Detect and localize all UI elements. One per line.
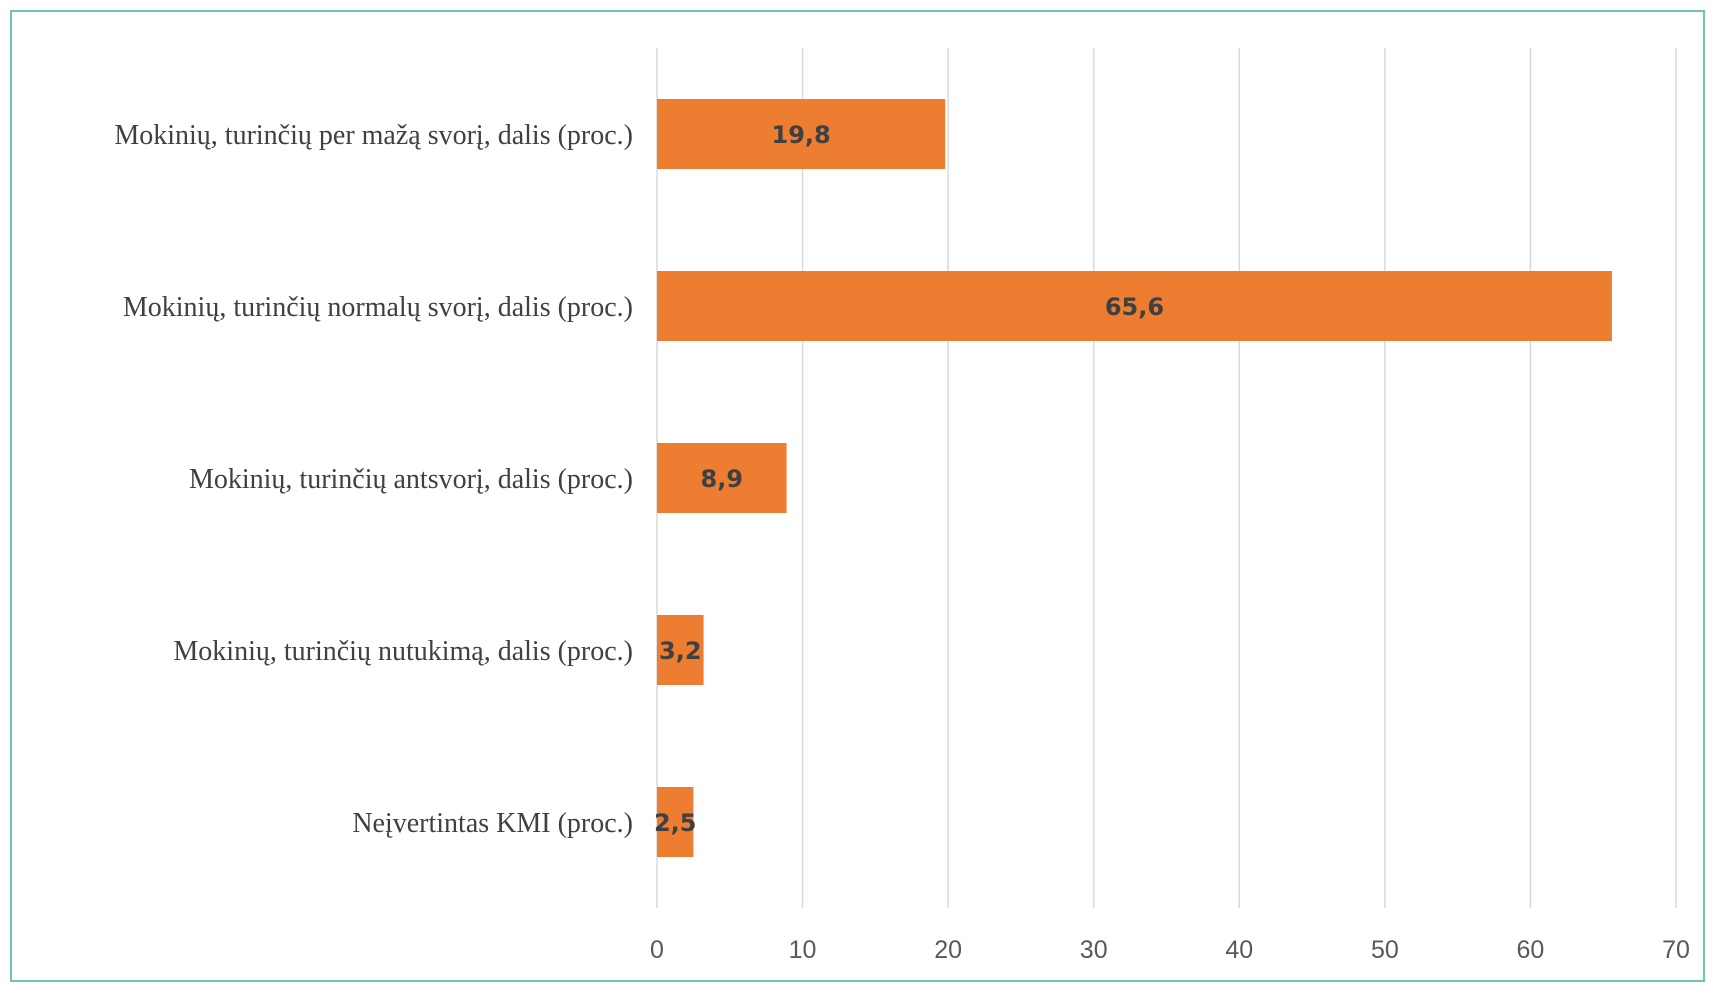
- bar: [657, 443, 787, 513]
- bar: [657, 271, 1612, 341]
- bars: [657, 99, 1612, 857]
- data-label: 2,5: [654, 809, 697, 837]
- data-label: 65,6: [1105, 293, 1164, 321]
- category-label: Mokinių, turinčių nutukimą, dalis (proc.…: [173, 636, 633, 667]
- category-label: Mokinių, turinčių per mažą svorį, dalis …: [114, 120, 633, 151]
- x-axis-ticks: 0 10 20 30 40 50 60 70: [650, 936, 1690, 964]
- category-label: Mokinių, turinčių normalų svorį, dalis (…: [123, 292, 633, 323]
- data-label: 8,9: [701, 465, 744, 493]
- x-tick-label: 30: [1080, 936, 1108, 964]
- x-tick-label: 40: [1225, 936, 1253, 964]
- x-tick-label: 10: [789, 936, 817, 964]
- bar: [657, 787, 694, 857]
- category-label: Neįvertintas KMI (proc.): [352, 808, 633, 839]
- bar: [657, 99, 946, 169]
- bar: [657, 615, 704, 685]
- category-label: Mokinių, turinčių antsvorį, dalis (proc.…: [189, 464, 633, 495]
- chart-frame: [10, 10, 1705, 982]
- x-tick-label: 0: [650, 936, 664, 964]
- x-tick-label: 20: [934, 936, 962, 964]
- category-labels: Mokinių, turinčių per mažą svorį, dalis …: [114, 120, 633, 839]
- x-tick-label: 50: [1371, 936, 1399, 964]
- x-tick-label: 70: [1662, 936, 1690, 964]
- data-label: 3,2: [659, 637, 702, 665]
- x-tick-label: 60: [1517, 936, 1545, 964]
- data-label: 19,8: [772, 121, 831, 149]
- gridlines: [656, 48, 1677, 908]
- data-labels: 19,8 65,6 8,9 3,2 2,5: [654, 121, 1164, 837]
